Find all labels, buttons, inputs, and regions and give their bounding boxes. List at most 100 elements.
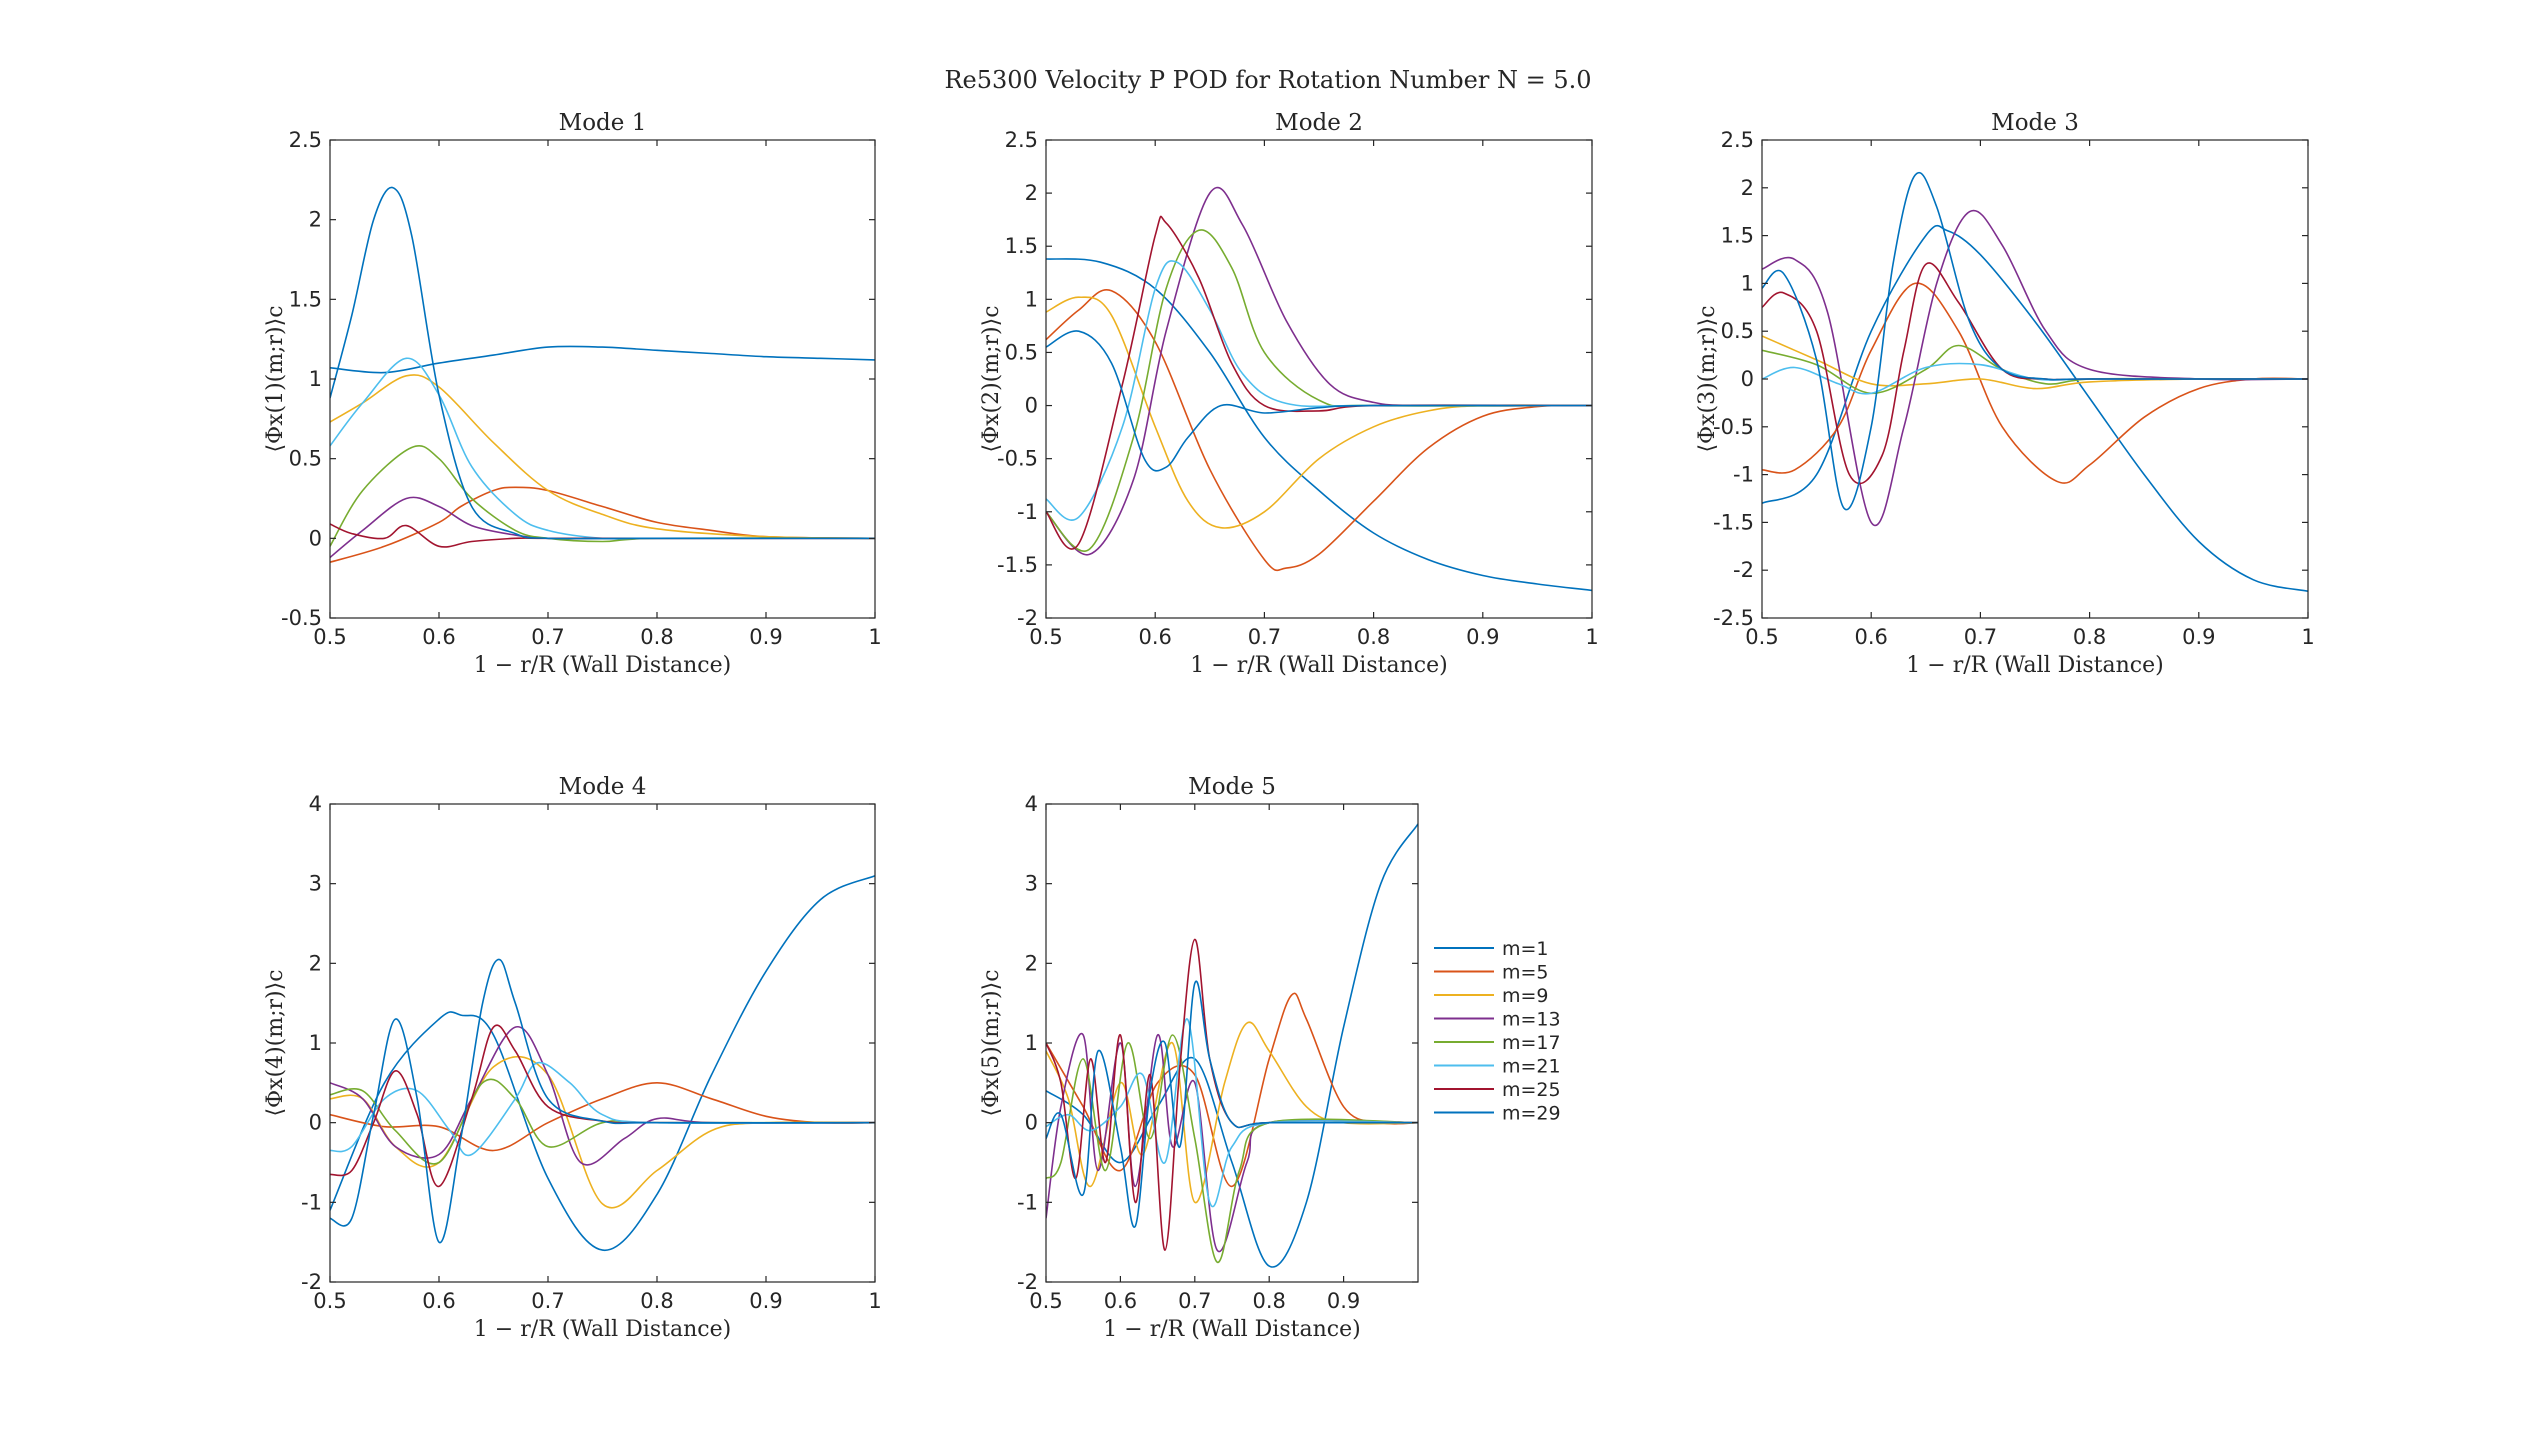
mode-2-series-m=29 [1046, 330, 1592, 472]
mode-1-xtick-label: 0.9 [749, 625, 782, 649]
mode-3-xtick-label: 0.7 [1964, 625, 1997, 649]
legend-label: m=13 [1502, 1009, 1561, 1031]
mode-4-xtick-label: 0.8 [640, 1289, 673, 1313]
mode-3-xtick-label: 0.6 [1854, 625, 1887, 649]
mode-2-xtick-label: 0.8 [1357, 625, 1390, 649]
mode-2-xtick-label: 0.7 [1248, 625, 1281, 649]
mode-1-xtick-label: 1 [868, 625, 881, 649]
mode-1-ytick-label: -0.5 [281, 606, 322, 630]
mode-1-title: Mode 1 [559, 110, 647, 136]
mode-3-series-m=13 [1762, 209, 2308, 527]
mode-2-xtick-label: 0.5 [1029, 625, 1062, 649]
mode-1-series-m=1 [330, 345, 875, 374]
mode-3-xtick-label: 1 [2301, 625, 2314, 649]
mode-4-xtick-label: 0.5 [313, 1289, 346, 1313]
mode-5-plot-area [1046, 804, 1418, 1282]
mode-5-series-group [1046, 823, 1418, 1268]
legend-entry-m=9: m=9 [1434, 985, 1549, 1007]
mode-3-series-group [1762, 172, 2308, 592]
legend-entry-m=25: m=25 [1434, 1079, 1561, 1101]
mode-4-ytick-label: 0 [309, 1111, 322, 1135]
mode-2-ytick-label: -2 [1017, 606, 1038, 630]
mode-3-panel: 0.5 0.6 0.7 0.8 0.9 1 -2.5 -2 -1.5 -1 -0.5 0 0.5 1 1.5… [1695, 110, 2315, 678]
mode-4-series-m=13 [330, 1026, 875, 1166]
axes-layer: 0.5 0.6 0.7 0.8 0.9 1 -0.5 0 0.5 1 1.5 2 2.5 Mode 1 1 … [263, 110, 2315, 1342]
mode-1-xtick-label: 0.7 [531, 625, 564, 649]
mode-4-ytick-label: 4 [309, 792, 322, 816]
mode-3-ytick-label: 2.5 [1721, 128, 1754, 152]
mode-4-xtick-label: 0.9 [749, 1289, 782, 1313]
mode-1-xtick-label: 0.8 [640, 625, 673, 649]
mode-2-ytick-label: 2.5 [1005, 128, 1038, 152]
mode-2-ytick-label: 2 [1025, 181, 1038, 205]
mode-3-xlabel: 1 − r/R (Wall Distance) [1906, 653, 2163, 678]
mode-3-ytick-label: 0 [1741, 367, 1754, 391]
mode-3-ytick-label: -1.5 [1713, 510, 1754, 534]
mode-2-series-group [1046, 186, 1592, 592]
mode-3-title: Mode 3 [1991, 110, 2079, 136]
legend-label: m=5 [1502, 962, 1549, 984]
mode-2-ylabel: ⟨Φx(2)(m;r)⟩c [979, 305, 1004, 452]
mode-5-xlabel: 1 − r/R (Wall Distance) [1103, 1317, 1360, 1342]
mode-2-ytick-label: 1 [1025, 287, 1038, 311]
mode-4-xtick-label: 0.6 [422, 1289, 455, 1313]
mode-4-xtick-label: 0.7 [531, 1289, 564, 1313]
mode-5-panel: 0.5 0.6 0.7 0.8 0.9 -2 -1 0 1 2 3 4 Mode 5 1 − r/R (W… [979, 774, 1419, 1342]
mode-2-series-m=9 [1046, 296, 1592, 529]
mode-4-ytick-label: -1 [301, 1190, 322, 1214]
mode-4-series-group [330, 874, 875, 1251]
mode-3-ytick-label: 1 [1741, 271, 1754, 295]
mode-2-title: Mode 2 [1275, 110, 1363, 136]
mode-5-series-m=29 [1046, 980, 1418, 1228]
mode-5-xtick-label: 0.5 [1029, 1289, 1062, 1313]
mode-1-series-m=29 [330, 186, 875, 540]
mode-4-ytick-label: 3 [309, 872, 322, 896]
mode-4-plot-area [330, 804, 875, 1282]
mode-2-panel: 0.5 0.6 0.7 0.8 0.9 1 -2 -1.5 -1 -0.5 0 0.5 1 1.5 2 2.5… [979, 110, 1599, 678]
mode-4-ytick-label: 2 [309, 951, 322, 975]
mode-4-panel: 0.5 0.6 0.7 0.8 0.9 1 -2 -1 0 1 2 3 4 Mode 4 1 − r/R (… [263, 774, 882, 1342]
mode-5-ylabel: ⟨Φx(5)(m;r)⟩c [979, 969, 1004, 1116]
legend-label: m=25 [1502, 1079, 1561, 1101]
mode-3-ytick-label: -2.5 [1713, 606, 1754, 630]
legend-label: m=1 [1502, 938, 1549, 960]
mode-4-title: Mode 4 [559, 774, 647, 800]
mode-2-ytick-label: 0.5 [1005, 340, 1038, 364]
mode-5-ytick-label: 1 [1025, 1031, 1038, 1055]
mode-2-series-m=5 [1046, 288, 1592, 572]
mode-4-ytick-label: -2 [301, 1270, 322, 1294]
mode-2-axes-box [1045, 139, 1593, 619]
legend-entry-m=13: m=13 [1434, 1009, 1561, 1031]
mode-4-series-m=1 [330, 874, 875, 1251]
mode-5-ytick-label: -2 [1017, 1270, 1038, 1294]
mode-2-ytick-label: -1 [1017, 500, 1038, 524]
mode-2-xtick-label: 1 [1585, 625, 1598, 649]
mode-2-series-m=25 [1046, 215, 1592, 550]
mode-2-xtick-label: 0.6 [1138, 625, 1171, 649]
mode-2-ytick-label: -1.5 [997, 553, 1038, 577]
mode-3-xtick-label: 0.9 [2182, 625, 2215, 649]
mode-5-ytick-label: 4 [1025, 792, 1038, 816]
legend-entry-m=1: m=1 [1434, 938, 1549, 960]
legend-entry-m=21: m=21 [1434, 1056, 1561, 1078]
mode-3-ytick-label: 2 [1741, 176, 1754, 200]
mode-2-series-m=1 [1046, 258, 1592, 592]
mode-3-ytick-label: -1 [1733, 463, 1754, 487]
mode-1-series-m=9 [330, 374, 875, 540]
mode-4-ytick-label: 1 [309, 1031, 322, 1055]
mode-3-ytick-label: 1.5 [1721, 224, 1754, 248]
mode-4-series-m=29 [330, 958, 875, 1244]
mode-5-xtick-label: 0.6 [1104, 1289, 1137, 1313]
legend-entry-m=5: m=5 [1434, 962, 1549, 984]
mode-3-series-m=29 [1762, 172, 2308, 511]
mode-5-xtick-label: 0.7 [1178, 1289, 1211, 1313]
legend: m=1m=5m=9m=13m=17m=21m=25m=29 [1434, 938, 1561, 1125]
mode-1-plot-area [330, 140, 875, 618]
mode-2-ytick-label: -0.5 [997, 447, 1038, 471]
mode-1-ytick-label: 2 [309, 208, 322, 232]
mode-1-series-group [330, 186, 875, 563]
mode-2-xtick-label: 0.9 [1466, 625, 1499, 649]
mode-1-ytick-label: 2.5 [289, 128, 322, 152]
mode-3-ytick-label: 0.5 [1721, 319, 1754, 343]
